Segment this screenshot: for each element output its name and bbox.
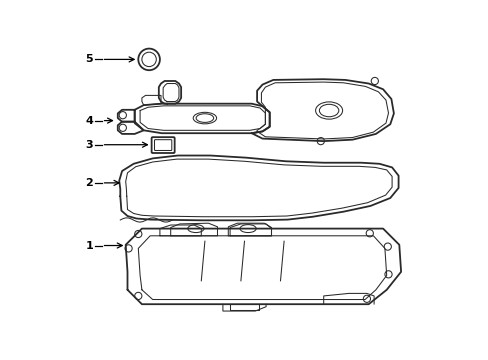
Text: 1: 1: [85, 240, 93, 251]
Text: 3: 3: [85, 140, 93, 150]
Text: 4: 4: [85, 116, 93, 126]
Text: 5: 5: [85, 54, 93, 64]
Text: 2: 2: [85, 178, 93, 188]
